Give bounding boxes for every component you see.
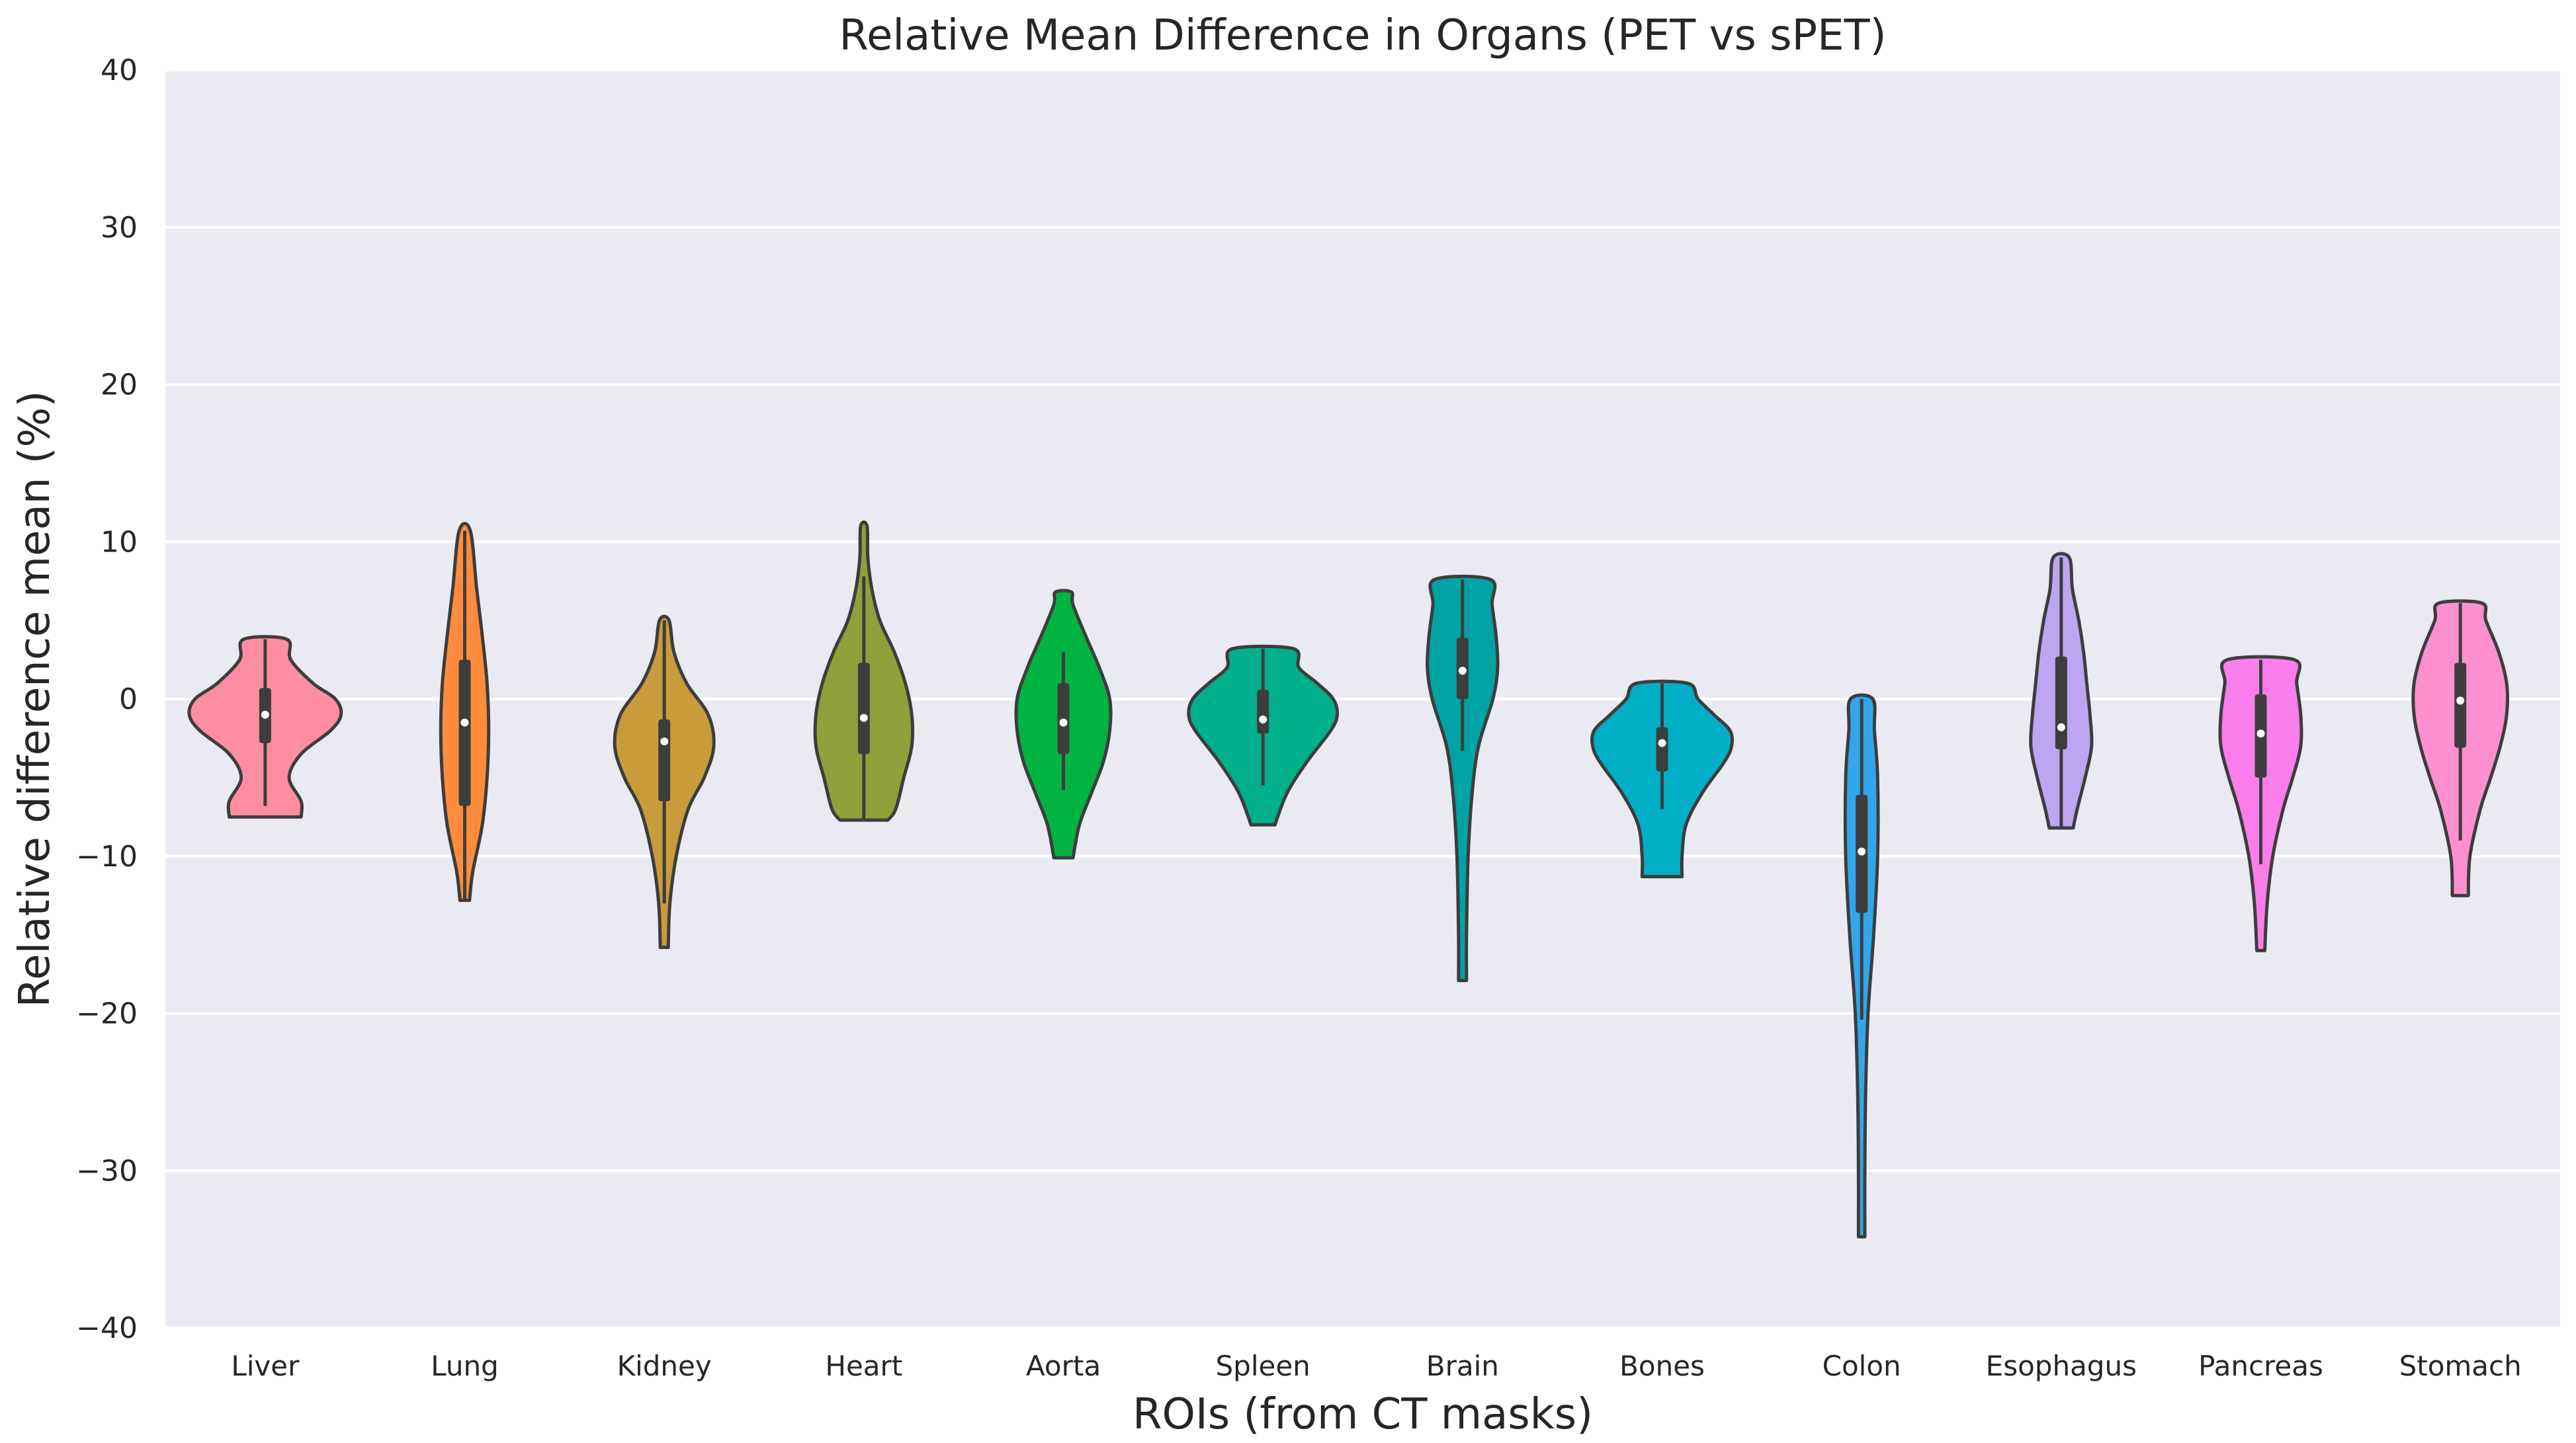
violin-heart — [813, 520, 915, 822]
x-tick-label: Lung — [431, 1350, 499, 1382]
y-tick-label: 20 — [101, 368, 138, 402]
y-tick-label: −20 — [76, 997, 138, 1031]
violin-iqr-box — [458, 659, 471, 806]
x-tick-label: Liver — [231, 1350, 300, 1382]
chart-title: Relative Mean Difference in Organs (PET … — [839, 11, 1886, 60]
violin-median — [1658, 739, 1666, 747]
y-tick-label: −10 — [76, 840, 138, 874]
y-tick-label: −40 — [76, 1311, 138, 1345]
violin-stomach — [2411, 599, 2510, 897]
violin-lung — [439, 522, 491, 902]
y-tick-labels: −40 −30 −20 −10 0 10 20 30 40 — [76, 54, 138, 1345]
violin-kidney — [613, 614, 716, 950]
violin-esophagus — [2029, 552, 2094, 830]
violin-median — [2057, 723, 2065, 731]
violin-median — [1858, 847, 1866, 856]
x-tick-label: Brain — [1426, 1350, 1499, 1382]
x-tick-label: Kidney — [617, 1350, 712, 1382]
violin-iqr-box — [2454, 663, 2467, 748]
violin-iqr-box — [857, 663, 870, 755]
x-tick-label: Esophagus — [1986, 1350, 2137, 1382]
violin-bones — [1590, 679, 1735, 879]
x-tick-label: Heart — [825, 1350, 902, 1382]
violin-body — [1426, 575, 1500, 983]
violin-median — [660, 737, 669, 746]
x-tick-labels: Liver Lung Kidney Heart Aorta Spleen Brain Bone… — [231, 1350, 2521, 1382]
y-tick-label: 30 — [101, 211, 138, 245]
x-axis-label: ROIs (from CT masks) — [1133, 1390, 1593, 1439]
violin-median — [1458, 667, 1467, 675]
violin-median — [1259, 715, 1267, 723]
violin-spleen — [1187, 644, 1340, 827]
x-tick-label: Pancreas — [2198, 1350, 2323, 1382]
violin-median — [1059, 718, 1068, 727]
violin-median — [2256, 729, 2265, 738]
violin-iqr-box — [1656, 727, 1668, 772]
y-tick-label: 10 — [101, 525, 138, 559]
violin-colon — [1843, 693, 1880, 1239]
violin-pancreas — [2218, 655, 2303, 952]
x-tick-label: Bones — [1619, 1350, 1705, 1382]
x-tick-label: Colon — [1823, 1350, 1901, 1382]
x-tick-label: Aorta — [1026, 1350, 1101, 1382]
violins — [187, 520, 2510, 1239]
y-axis-label: Relative difference mean (%) — [11, 391, 60, 1008]
x-tick-label: Spleen — [1216, 1350, 1310, 1382]
violin-iqr-box — [658, 719, 671, 802]
y-tick-label: 40 — [101, 54, 138, 87]
violin-median — [261, 710, 269, 719]
violin-median — [859, 714, 868, 722]
violin-aorta — [1014, 589, 1113, 860]
y-tick-label: −30 — [76, 1154, 138, 1188]
violin-median — [2456, 696, 2465, 705]
violin-liver — [187, 635, 343, 819]
x-tick-label: Stomach — [2399, 1350, 2522, 1382]
violin-brain — [1426, 575, 1500, 983]
violin-iqr-box — [2055, 656, 2067, 750]
violin-median — [460, 718, 469, 727]
gridlines — [165, 69, 2560, 1329]
violin-iqr-box — [1257, 689, 1269, 734]
y-tick-label: 0 — [119, 682, 138, 716]
